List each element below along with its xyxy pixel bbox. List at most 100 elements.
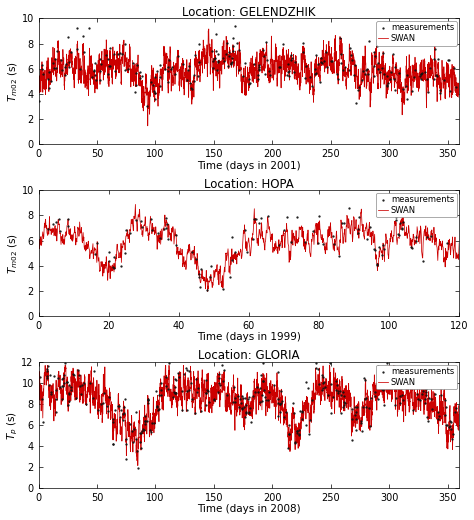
measurements — [236, 46, 243, 55]
measurements — [357, 419, 365, 427]
measurements — [380, 385, 387, 394]
X-axis label: Time (days in 1999): Time (days in 1999) — [197, 332, 301, 343]
measurements — [164, 79, 172, 87]
measurements — [263, 38, 270, 46]
measurements — [173, 241, 180, 250]
measurements — [348, 436, 356, 444]
measurements — [364, 70, 372, 78]
measurements — [102, 51, 110, 59]
measurements — [109, 418, 117, 426]
measurements — [408, 87, 416, 95]
SWAN — [456, 419, 462, 425]
measurements — [251, 60, 258, 68]
measurements — [334, 387, 342, 395]
measurements — [235, 66, 243, 74]
measurements — [215, 57, 222, 65]
measurements — [47, 76, 55, 85]
measurements — [54, 47, 61, 55]
Legend: measurements, SWAN: measurements, SWAN — [376, 365, 456, 389]
measurements — [423, 75, 430, 83]
measurements — [173, 231, 180, 240]
measurements — [437, 85, 444, 94]
measurements — [416, 72, 424, 81]
measurements — [214, 58, 222, 66]
measurements — [239, 71, 247, 80]
measurements — [372, 392, 379, 400]
measurements — [262, 396, 270, 405]
measurements — [246, 409, 253, 417]
SWAN — [107, 262, 112, 268]
measurements — [165, 56, 173, 64]
Title: Location: HOPA: Location: HOPA — [204, 177, 294, 190]
measurements — [73, 24, 81, 32]
measurements — [394, 230, 401, 239]
measurements — [422, 391, 430, 399]
measurements — [410, 73, 418, 81]
measurements — [370, 245, 378, 253]
measurements — [337, 409, 345, 417]
measurements — [419, 381, 427, 389]
measurements — [384, 79, 392, 87]
measurements — [291, 438, 299, 446]
measurements — [229, 34, 237, 42]
measurements — [155, 391, 163, 399]
measurements — [244, 395, 251, 403]
measurements — [259, 46, 266, 55]
measurements — [337, 34, 344, 42]
measurements — [431, 390, 439, 398]
measurements — [225, 62, 232, 70]
measurements — [219, 360, 226, 369]
measurements — [340, 219, 348, 227]
measurements — [90, 67, 98, 75]
Y-axis label: $T_p$ (s): $T_p$ (s) — [6, 411, 20, 440]
measurements — [283, 408, 290, 416]
measurements — [354, 229, 362, 237]
measurements — [391, 86, 399, 94]
measurements — [228, 58, 236, 66]
measurements — [210, 395, 218, 403]
measurements — [52, 408, 59, 417]
measurements — [38, 65, 46, 73]
measurements — [238, 405, 246, 413]
measurements — [45, 84, 53, 92]
measurements — [353, 403, 361, 411]
measurements — [172, 376, 180, 384]
measurements — [76, 382, 83, 391]
measurements — [179, 60, 187, 68]
measurements — [219, 54, 227, 62]
measurements — [427, 64, 434, 72]
measurements — [362, 376, 369, 385]
measurements — [421, 68, 429, 76]
measurements — [202, 401, 210, 409]
measurements — [162, 373, 170, 381]
measurements — [220, 57, 228, 65]
measurements — [231, 394, 239, 402]
measurements — [144, 396, 152, 405]
measurements — [255, 66, 262, 74]
SWAN — [456, 94, 462, 100]
measurements — [447, 417, 454, 425]
measurements — [399, 85, 407, 93]
measurements — [122, 440, 130, 448]
measurements — [264, 396, 272, 405]
measurements — [134, 60, 141, 69]
measurements — [164, 220, 171, 228]
measurements — [418, 69, 426, 77]
measurements — [374, 362, 382, 370]
measurements — [441, 410, 449, 419]
measurements — [52, 395, 60, 404]
measurements — [111, 406, 119, 414]
measurements — [265, 388, 273, 396]
measurements — [363, 66, 370, 74]
measurements — [321, 383, 329, 391]
measurements — [99, 399, 107, 407]
measurements — [115, 402, 123, 411]
measurements — [75, 371, 83, 380]
measurements — [65, 63, 73, 71]
measurements — [117, 406, 124, 414]
measurements — [39, 70, 47, 78]
measurements — [255, 61, 263, 69]
measurements — [156, 73, 164, 81]
measurements — [195, 270, 203, 278]
measurements — [213, 66, 221, 74]
